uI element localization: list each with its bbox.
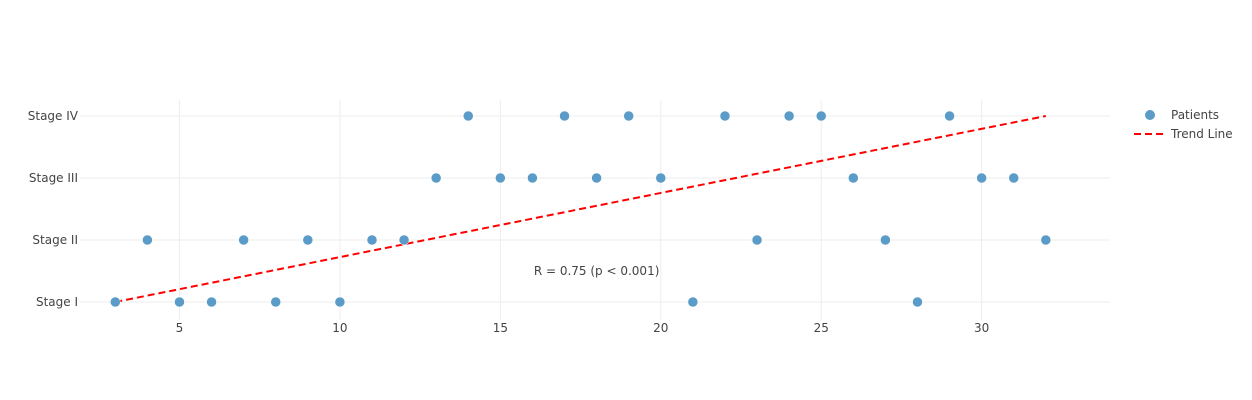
data-point [463,110,474,122]
data-point [623,110,634,122]
data-point [495,172,506,184]
data-point [527,172,538,184]
data-point [398,234,410,246]
trend-line-layer [115,115,1047,303]
data-point [270,296,281,308]
data-point [687,296,699,308]
data-point [976,172,987,184]
data-point [302,234,314,246]
data-point [751,234,763,246]
x-tick-label: 25 [814,321,829,335]
data-point [655,172,667,184]
x-tick-label: 15 [493,321,508,335]
data-point [1040,234,1052,246]
data-point [848,172,859,184]
legend-label: Patients [1171,108,1219,122]
legend: Patients Trend Line [1134,108,1233,141]
grid-layer [80,100,1110,320]
data-point [366,234,378,246]
data-point [559,110,570,122]
data-point [110,296,121,308]
y-tick-label: Stage IV [28,109,79,123]
data-point [944,110,955,122]
x-tick-label: 5 [176,321,184,335]
data-point [206,296,217,308]
data-point [912,296,923,308]
data-point [591,172,602,184]
data-point [430,172,442,184]
data-point [1008,172,1019,184]
trend-line [115,115,1047,303]
data-point [783,110,795,122]
annotation-layer: R = 0.75 (p < 0.001) [534,264,660,278]
y-tick-label: Stage III [29,171,78,185]
legend-patients-swatch [1145,110,1155,120]
data-point [815,110,827,122]
data-point [719,110,731,122]
x-tick-label: 20 [653,321,668,335]
axis-tick-labels: 5 10 15 20 25 30 Stage I Stage II Stage III Stage… [28,109,990,335]
data-point [880,234,891,246]
data-point [174,296,185,308]
x-tick-label: 30 [974,321,989,335]
legend-label: Trend Line [1170,127,1233,141]
data-point [142,234,153,246]
correlation-annotation: R = 0.75 (p < 0.001) [534,264,660,278]
y-tick-label: Stage II [32,233,78,247]
data-point [238,234,249,246]
x-tick-label: 10 [332,321,347,335]
data-point [334,296,346,308]
patient-points-layer [110,110,1052,308]
y-tick-label: Stage I [36,295,78,309]
